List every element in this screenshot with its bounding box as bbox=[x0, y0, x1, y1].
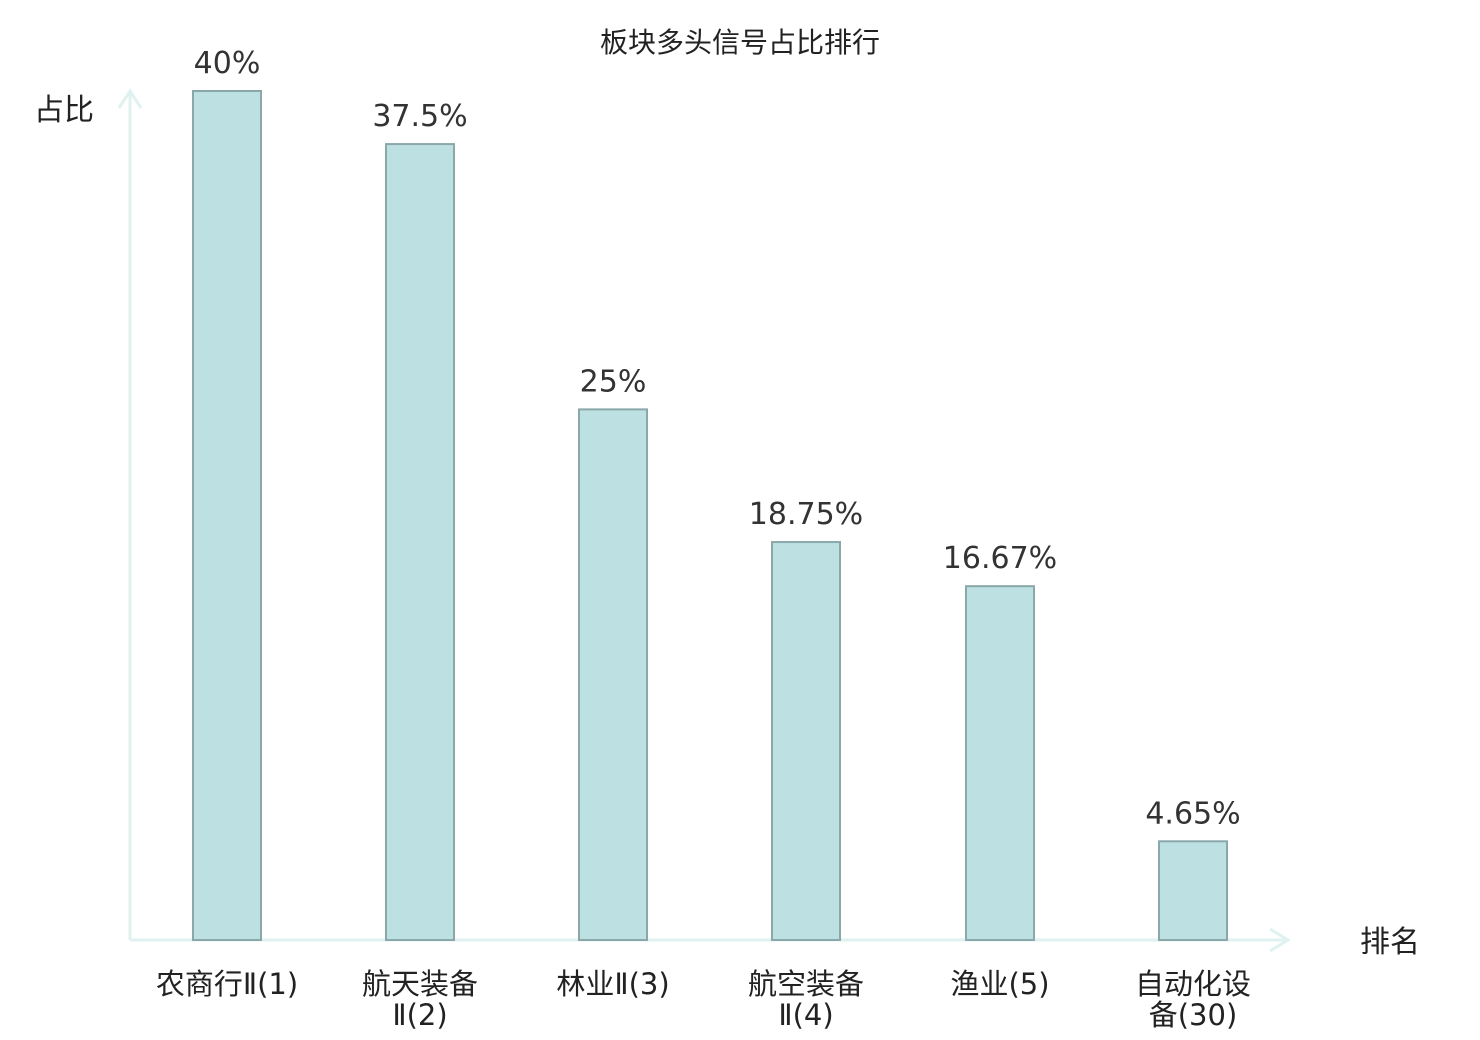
bar-6 bbox=[1158, 840, 1228, 942]
x-axis-label: 排名 bbox=[1360, 925, 1420, 960]
category-label-6-line-2: 备(30) bbox=[1149, 998, 1238, 1032]
category-label-2-line-1: 航天装备 bbox=[362, 967, 478, 1001]
bar-1 bbox=[192, 90, 262, 941]
value-label-5: 16.67% bbox=[943, 541, 1057, 576]
value-label-3: 25% bbox=[580, 364, 647, 399]
value-label-4: 18.75% bbox=[749, 497, 863, 532]
category-label-5: 渔业(5) bbox=[950, 967, 1049, 1001]
category-label-4-line-1: 航空装备 bbox=[748, 967, 864, 1001]
chart-title: 板块多头信号占比排行 bbox=[600, 26, 880, 59]
bar-4 bbox=[771, 541, 841, 941]
bars-group bbox=[192, 90, 1228, 942]
category-label-4-line-2: Ⅱ(4) bbox=[778, 998, 833, 1032]
category-label-6-line-1: 自动化设 bbox=[1135, 967, 1251, 1001]
category-label-3: 林业Ⅱ(3) bbox=[556, 967, 669, 1001]
category-label-1: 农商行Ⅱ(1) bbox=[156, 967, 298, 1001]
category-label-2-line-2: Ⅱ(2) bbox=[392, 998, 447, 1032]
y-axis-label: 占比 bbox=[34, 93, 94, 128]
y-axis-arrow bbox=[117, 88, 143, 109]
bar-2 bbox=[385, 143, 455, 941]
bar-5 bbox=[965, 585, 1035, 941]
x-axis-arrow bbox=[1269, 927, 1291, 953]
value-label-2: 37.5% bbox=[372, 99, 467, 134]
value-label-1: 40% bbox=[194, 46, 261, 81]
value-labels-group: 40% 37.5% 25% 18.75% 16.67% 4.65% bbox=[194, 46, 1241, 831]
bar-3 bbox=[578, 408, 648, 941]
value-label-6: 4.65% bbox=[1145, 796, 1240, 831]
